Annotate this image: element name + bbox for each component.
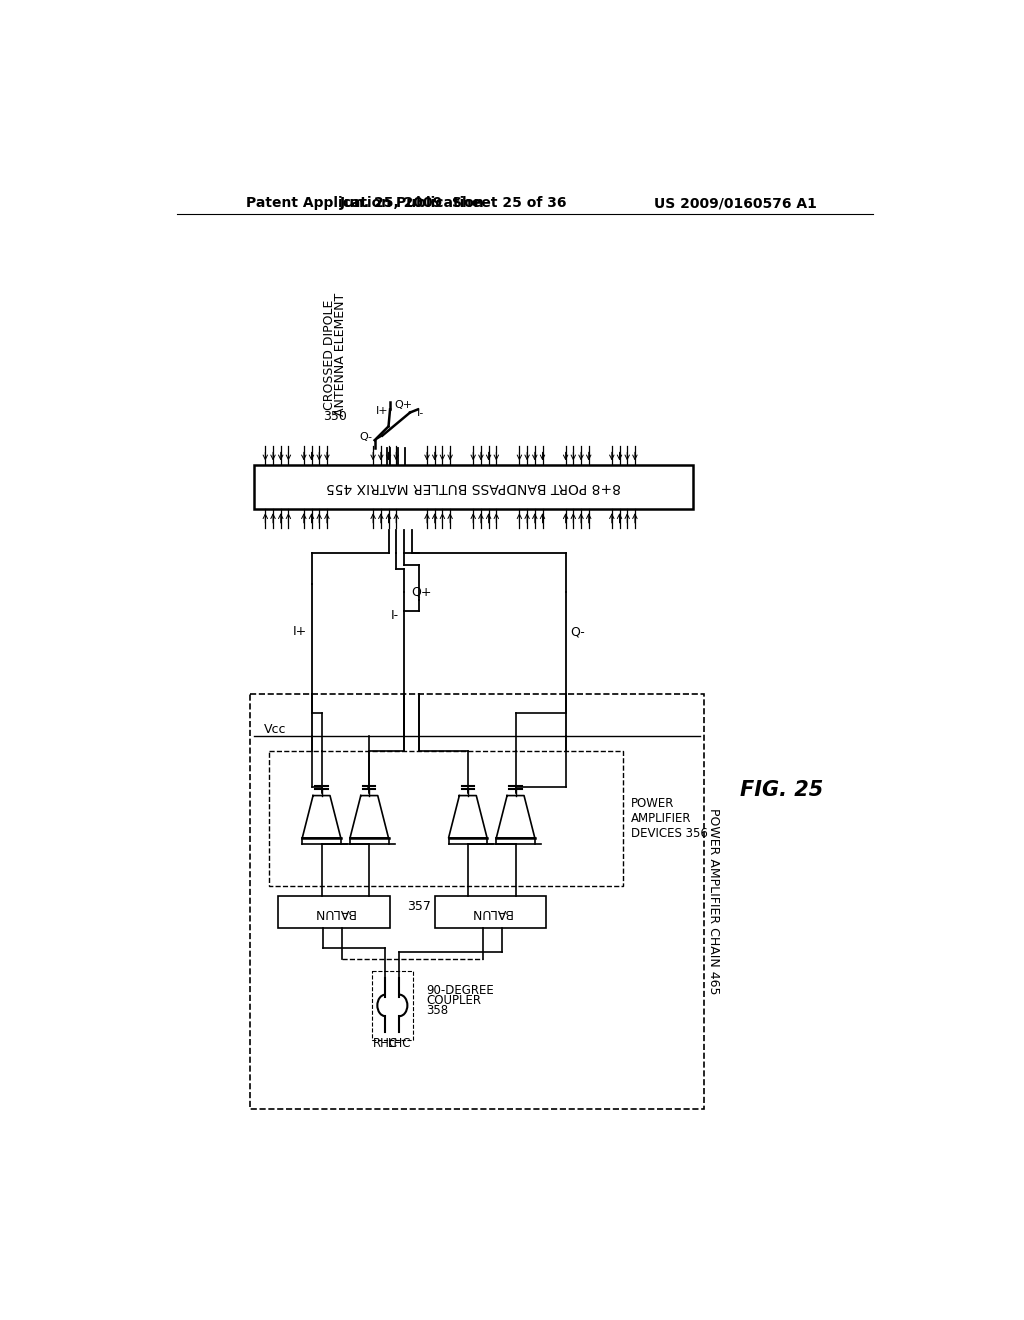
Text: POWER
AMPLIFIER
DEVICES 356: POWER AMPLIFIER DEVICES 356 (631, 797, 708, 840)
Text: BALUN: BALUN (470, 906, 512, 919)
Text: POWER AMPLIFIER CHAIN 465: POWER AMPLIFIER CHAIN 465 (707, 808, 720, 995)
Text: I+: I+ (293, 626, 307, 639)
Text: 90-DEGREE: 90-DEGREE (426, 983, 494, 997)
Text: US 2009/0160576 A1: US 2009/0160576 A1 (654, 197, 817, 210)
Text: I-: I- (390, 609, 398, 622)
Text: Patent Application Publication: Patent Application Publication (246, 197, 483, 210)
Text: I+: I+ (376, 407, 389, 416)
Text: ANTENNA ELEMENT: ANTENNA ELEMENT (334, 293, 346, 416)
Bar (279, 896, 390, 928)
Text: 8+8 PORT BANDPASS BUTLER MATRIX 455: 8+8 PORT BANDPASS BUTLER MATRIX 455 (326, 479, 621, 494)
Text: CROSSED DIPOLE: CROSSED DIPOLE (323, 300, 336, 411)
Text: Q-: Q- (358, 432, 372, 442)
Bar (435, 896, 547, 928)
Bar (250, 693, 705, 1109)
Bar (372, 970, 413, 1040)
Text: Q-: Q- (569, 626, 585, 639)
Text: BALUN: BALUN (313, 906, 355, 919)
Text: LHC: LHC (387, 1038, 411, 1051)
Text: Vcc: Vcc (264, 723, 287, 737)
Text: 357: 357 (408, 900, 431, 913)
Text: 358: 358 (426, 1003, 449, 1016)
Bar (269, 751, 624, 886)
Bar (254, 465, 692, 508)
Text: Q+: Q+ (395, 400, 413, 409)
Text: I-: I- (417, 408, 425, 417)
Text: Q+: Q+ (412, 585, 432, 598)
Text: FIG. 25: FIG. 25 (739, 780, 823, 800)
Text: Jun. 25, 2009  Sheet 25 of 36: Jun. 25, 2009 Sheet 25 of 36 (340, 197, 567, 210)
Text: 350: 350 (323, 409, 346, 422)
Text: RHC: RHC (373, 1038, 398, 1051)
Text: COUPLER: COUPLER (426, 994, 481, 1007)
